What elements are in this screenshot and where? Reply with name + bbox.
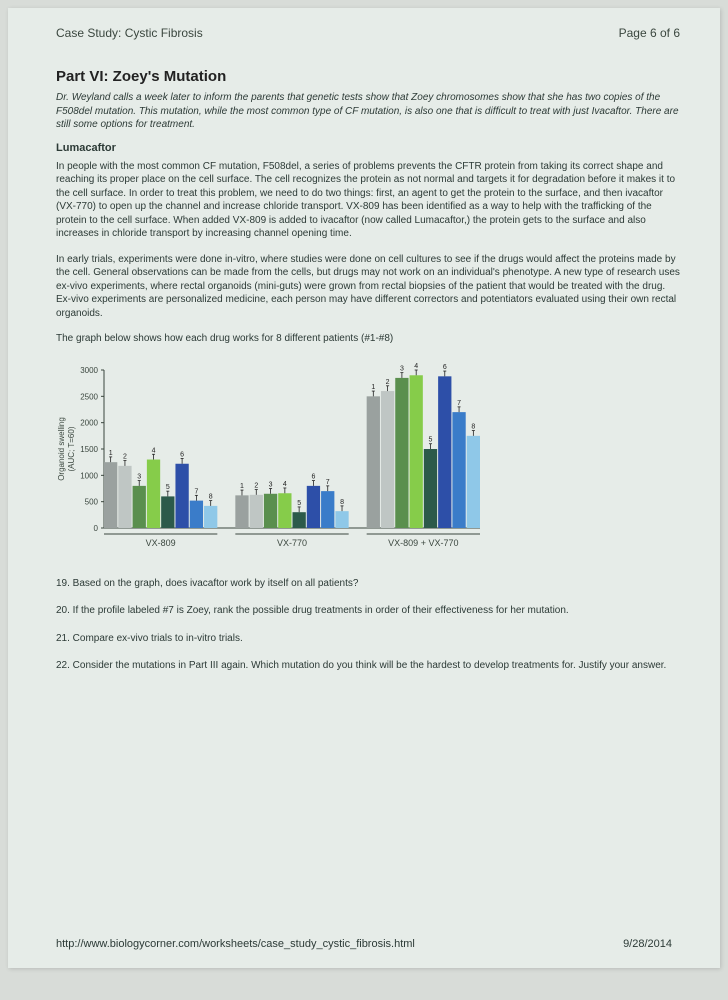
svg-text:4: 4	[414, 363, 418, 370]
paragraph-2: In early trials, experiments were done i…	[56, 253, 680, 321]
svg-text:6: 6	[311, 473, 315, 480]
header-title: Case Study: Cystic Fibrosis	[56, 26, 203, 40]
document-page: Case Study: Cystic Fibrosis Page 6 of 6 …	[8, 8, 720, 968]
svg-text:VX-809 + VX-770: VX-809 + VX-770	[388, 538, 458, 548]
svg-text:4: 4	[152, 447, 156, 454]
svg-text:VX-770: VX-770	[277, 538, 307, 548]
footer-url: http://www.biologycorner.com/worksheets/…	[56, 938, 415, 950]
paragraph-3: The graph below shows how each drug work…	[56, 332, 680, 346]
svg-text:3: 3	[269, 481, 273, 488]
svg-text:8: 8	[209, 493, 213, 500]
question-22: 22. Consider the mutations in Part III a…	[56, 659, 680, 673]
svg-text:1000: 1000	[80, 471, 98, 480]
intro-paragraph: Dr. Weyland calls a week later to inform…	[56, 91, 680, 132]
page-footer: http://www.biologycorner.com/worksheets/…	[56, 938, 672, 950]
svg-text:4: 4	[283, 480, 287, 487]
bar-chart: 0 500 1000 1500 2000 2500 3000 Organoid swellin…	[56, 358, 680, 563]
svg-text:7: 7	[194, 488, 198, 495]
section-title: Part VI: Zoey's Mutation	[56, 68, 680, 85]
svg-text:0: 0	[94, 524, 99, 533]
svg-text:Organoid swelling(AUC; T=60): Organoid swelling(AUC; T=60)	[57, 417, 76, 481]
svg-text:7: 7	[326, 478, 330, 485]
svg-text:8: 8	[471, 423, 475, 430]
chart-svg: 0 500 1000 1500 2000 2500 3000 Organoid swellin…	[56, 358, 486, 558]
svg-text:1: 1	[371, 384, 375, 391]
svg-text:1: 1	[240, 483, 244, 490]
svg-text:5: 5	[297, 499, 301, 506]
svg-text:3000: 3000	[80, 366, 98, 375]
svg-text:2500: 2500	[80, 392, 98, 401]
question-21: 21. Compare ex-vivo trials to in-vitro t…	[56, 632, 680, 646]
question-20: 20. If the profile labeled #7 is Zoey, r…	[56, 604, 680, 618]
svg-text:2: 2	[123, 453, 127, 460]
svg-text:8: 8	[340, 498, 344, 505]
svg-text:2: 2	[254, 482, 258, 489]
svg-text:VX-809: VX-809	[146, 538, 176, 548]
sub-heading-lumacaftor: Lumacaftor	[56, 142, 680, 154]
svg-text:6: 6	[180, 451, 184, 458]
svg-text:1500: 1500	[80, 445, 98, 454]
svg-text:5: 5	[429, 436, 433, 443]
svg-text:7: 7	[457, 399, 461, 406]
svg-text:2000: 2000	[80, 418, 98, 427]
svg-text:500: 500	[85, 497, 99, 506]
svg-text:6: 6	[443, 364, 447, 371]
svg-text:3: 3	[137, 473, 141, 480]
svg-text:2: 2	[386, 378, 390, 385]
header-page-num: Page 6 of 6	[619, 26, 680, 40]
question-19: 19. Based on the graph, does ivacaftor w…	[56, 577, 680, 591]
svg-text:3: 3	[400, 365, 404, 372]
paragraph-1: In people with the most common CF mutati…	[56, 160, 680, 241]
svg-text:5: 5	[166, 484, 170, 491]
footer-date: 9/28/2014	[623, 938, 672, 950]
svg-text:1: 1	[109, 449, 113, 456]
page-header: Case Study: Cystic Fibrosis Page 6 of 6	[56, 26, 680, 40]
